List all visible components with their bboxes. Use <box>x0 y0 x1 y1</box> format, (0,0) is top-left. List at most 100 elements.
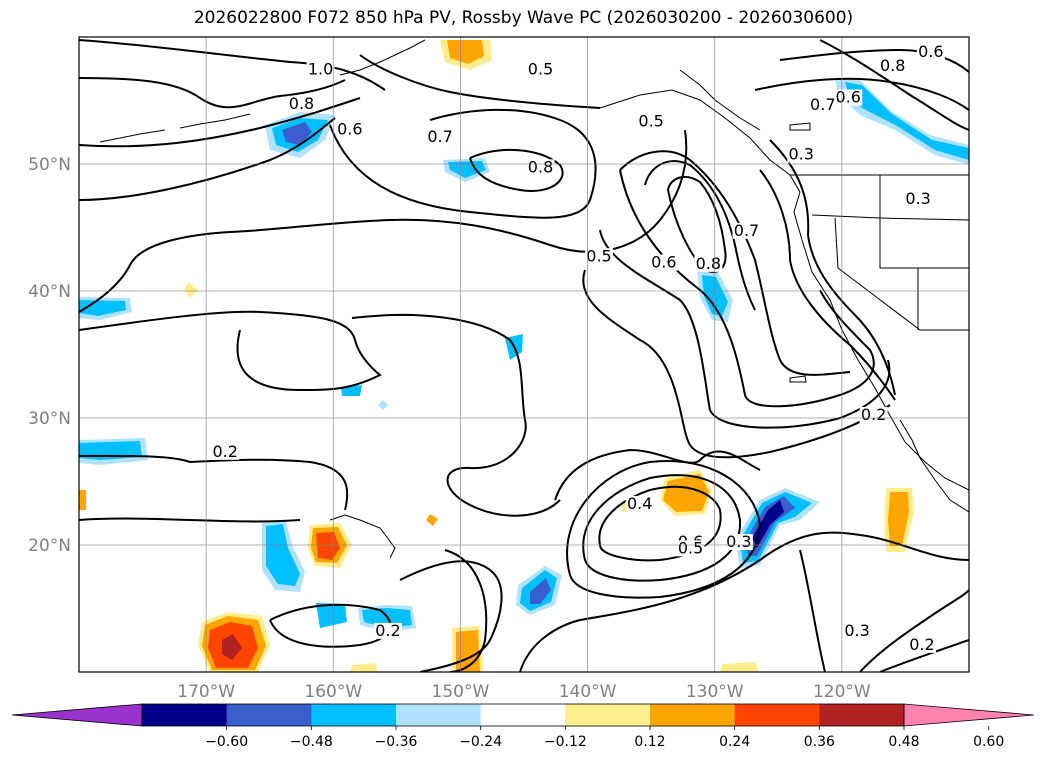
contour-label-bg <box>787 146 816 163</box>
contour-label-bg <box>834 89 863 106</box>
contour-label: 0.5 <box>678 538 703 557</box>
contour-label: 0.7 <box>734 221 759 240</box>
contour-label: 0.6 <box>918 42 943 61</box>
contour-label-bg <box>625 495 654 512</box>
contour-label-bg <box>306 61 335 78</box>
island <box>99 129 166 143</box>
contour-label-bg <box>724 534 753 550</box>
map-area: 1.0 0.50.80.6 0.70.50.80.30.80.60.60.70.5 0… <box>79 37 969 672</box>
state-border <box>834 217 969 331</box>
contour-label: 0.4 <box>627 494 652 513</box>
lat-tick-label: 30°N <box>28 409 71 429</box>
coastline <box>899 419 969 513</box>
shade-blob <box>350 663 378 672</box>
contour-line <box>79 129 688 313</box>
contour-line <box>879 639 969 672</box>
contour-line <box>79 39 386 91</box>
contour-label: 0.5 <box>528 60 553 79</box>
contour-label-bg <box>585 248 614 265</box>
contour-line <box>79 454 349 511</box>
contour-label-bg <box>676 540 705 557</box>
contour-label: 0.3 <box>788 145 813 164</box>
colorbar-tick-label: −0.48 <box>290 734 333 750</box>
contour-label-bg <box>694 255 723 272</box>
shade-blob <box>282 122 312 145</box>
contour-line <box>566 460 762 599</box>
shade-blob <box>266 524 300 586</box>
contour-line <box>519 531 969 672</box>
contour-line <box>444 549 488 672</box>
contour-label: 0.8 <box>880 56 905 75</box>
contour-line <box>79 117 336 201</box>
contour-line <box>759 169 896 401</box>
contour-label: 0.2 <box>375 621 400 640</box>
chart-title: 2026022800 F072 850 hPa PV, Rossby Wave … <box>193 8 854 28</box>
shade-blob <box>888 492 909 546</box>
colorbar-segment <box>226 704 312 726</box>
contour-label: 0.7 <box>810 95 835 114</box>
lon-tick-label: 160°W <box>304 682 362 702</box>
colorbar-segment <box>480 704 566 726</box>
contour-line <box>79 310 382 392</box>
colorbar-tick-label: −0.36 <box>375 734 418 750</box>
shade-blob <box>79 490 86 510</box>
shade-blob <box>447 40 484 64</box>
contour-label-bg <box>649 254 678 271</box>
contour-label: 0.6 <box>835 88 860 107</box>
lat-tick-label: 50°N <box>28 155 71 175</box>
contour-label-bg <box>859 407 888 423</box>
contour-line <box>351 313 561 517</box>
contour-label: 0.3 <box>726 532 751 551</box>
lon-tick-label: 140°W <box>559 682 617 702</box>
lon-tick-label: 130°W <box>686 682 744 702</box>
contour-label-bg <box>637 113 666 130</box>
shade-blob <box>845 82 969 160</box>
contour-line <box>799 549 826 672</box>
state-border <box>879 175 969 269</box>
contour-label-bg <box>808 97 837 114</box>
colorbar-tick-label: 0.12 <box>634 734 665 750</box>
contour-label: 0.2 <box>212 442 237 461</box>
colorbar-segment <box>565 704 651 726</box>
shade-blob <box>426 514 438 526</box>
coastlines <box>99 39 969 559</box>
contour-label-bg <box>732 222 761 239</box>
contour-line <box>667 175 727 273</box>
shade-blob <box>79 441 142 460</box>
colorbar-extend-low <box>11 703 143 727</box>
lon-labels: 170°W 160°W 150°W 140°W 130°W 120°W <box>177 682 871 702</box>
lon-tick-label: 150°W <box>432 682 490 702</box>
shade-blob <box>184 282 198 298</box>
colorbar-segment <box>650 704 736 726</box>
contour-line <box>329 108 597 219</box>
contour-line <box>582 474 742 582</box>
contour-label-bg <box>211 443 240 460</box>
colorbar-segment <box>311 704 397 726</box>
colorbar-tick-label: −0.60 <box>205 734 248 750</box>
contour-label-bg <box>526 159 555 176</box>
lat-labels: 50°N 40°N 30°N 20°N <box>28 155 71 556</box>
shade-blob <box>316 532 340 560</box>
colorbar-tick-label: 0.36 <box>804 734 835 750</box>
contour-line <box>769 139 896 396</box>
contour-line <box>79 97 361 148</box>
colorbar-segment <box>734 704 820 726</box>
island <box>789 375 807 383</box>
shade-blob <box>530 578 551 604</box>
map-frame <box>78 36 970 673</box>
contour-line <box>79 77 346 109</box>
contour-line <box>598 485 722 562</box>
colorbar-extend-high <box>903 703 1035 727</box>
lon-tick-label: 120°W <box>813 682 871 702</box>
contour-line <box>859 589 969 672</box>
colorbar-tick-label: 0.60 <box>973 734 1004 750</box>
contour-line <box>619 150 851 376</box>
shade-blob <box>663 474 709 512</box>
shade-blob <box>316 603 347 628</box>
contour-label: 0.3 <box>905 189 930 208</box>
contour-line <box>582 269 891 459</box>
contour-label: 0.8 <box>528 157 553 176</box>
contour-label-bg <box>526 61 555 78</box>
contour-label: 0.7 <box>427 127 452 146</box>
